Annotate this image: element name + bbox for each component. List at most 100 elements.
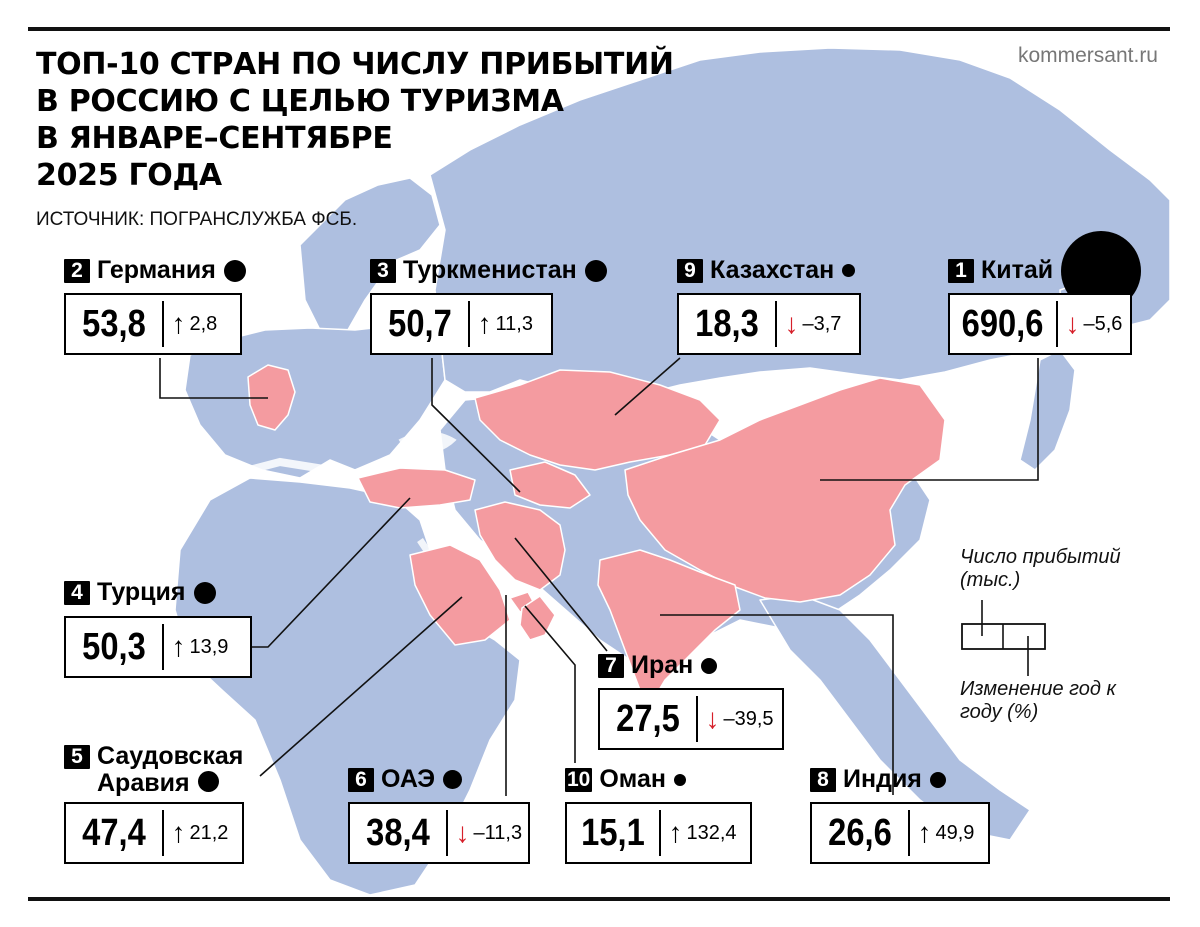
rank-badge: 10: [565, 767, 593, 792]
title-line-3: В ЯНВАРЕ–СЕНТЯБРЕ: [36, 121, 393, 156]
iran-shape: [474, 501, 566, 591]
rank-badge: 5: [64, 745, 90, 769]
leader-germany: [159, 358, 268, 399]
leader-iran: [514, 537, 608, 652]
site-name: kommersant.ru: [1017, 44, 1158, 67]
top-rule: [28, 27, 1170, 31]
change-value-group: ↑ 11,3: [470, 310, 533, 338]
change-value: 49,9: [935, 821, 975, 844]
change-value-group: ↓ –3,7: [777, 310, 842, 338]
value-divider: [162, 810, 164, 856]
arrivals-value: 15,1: [581, 811, 645, 854]
arrivals-value: 690,6: [962, 302, 1044, 345]
country-name: Саудовская Аравия: [97, 743, 273, 797]
black-sea: [398, 431, 457, 457]
card-kazakhstan: 9 Казахстан 18,3 ↓ –3,7: [677, 254, 907, 364]
trend-arrow-icon: ↑: [668, 817, 683, 848]
germany-shape: [247, 364, 296, 431]
card-label: 8 Индия: [810, 766, 946, 793]
bottom-rule: [28, 897, 1170, 901]
card-label: 9 Казахстан: [677, 257, 856, 284]
turkey-shape: [357, 467, 476, 509]
card-label: 5 Саудовская Аравия: [64, 743, 274, 797]
legend-arrivals-label: Число прибытий (тыс.): [960, 546, 1121, 591]
leader-china: [820, 358, 1039, 481]
rank-badge: 6: [348, 767, 374, 792]
trend-arrow-icon: ↑: [477, 308, 492, 339]
card-uae: 6 ОАЭ 38,4 ↓ –11,3: [348, 763, 548, 873]
card-label: 4 Турция: [64, 579, 216, 606]
card-label: 2 Германия: [64, 257, 246, 284]
card-turkey: 4 Турция 50,3 ↑ 13,9: [64, 576, 264, 686]
card-oman: 10 Оман 15,1 ↑ 132,4: [565, 763, 765, 873]
card-label: 7 Иран: [598, 652, 718, 679]
value-divider: [908, 810, 910, 856]
country-name: Индия: [843, 765, 922, 793]
size-dot: [193, 581, 216, 604]
card-turkmenistan: 3 Туркменистан 50,7 ↑ 11,3: [370, 254, 640, 364]
change-value: –3,7: [802, 312, 842, 335]
arrivals-value: 50,7: [388, 302, 452, 345]
turkmenistan-shape: [509, 461, 591, 509]
arrivals-value: 26,6: [828, 811, 892, 854]
change-value: –5,6: [1083, 312, 1123, 335]
value-divider: [162, 624, 164, 670]
trend-arrow-icon: ↓: [705, 703, 720, 734]
size-dot: [197, 771, 219, 792]
value-divider: [659, 810, 661, 856]
value-box: 26,6 ↑ 49,9: [810, 802, 990, 864]
value-divider: [1056, 301, 1058, 347]
value-box: 47,4 ↑ 21,2: [64, 802, 244, 864]
value-box: 53,8 ↑ 2,8: [64, 293, 242, 355]
value-divider: [775, 301, 777, 347]
size-dot: [701, 657, 718, 674]
card-iran: 7 Иран 27,5 ↓ –39,5: [598, 649, 798, 759]
chart-title: ТОП-10 СТРАН ПО ЧИСЛУ ПРИБЫТИЙ В РОССИЮ …: [36, 46, 736, 194]
rank-badge: 1: [948, 258, 974, 283]
value-box: 50,3 ↑ 13,9: [64, 616, 252, 678]
change-value-group: ↑ 2,8: [164, 310, 218, 338]
title-line-2: В РОССИЮ С ЦЕЛЬЮ ТУРИЗМА: [36, 84, 564, 119]
leader-lines: [159, 357, 1039, 796]
change-value-group: ↓ –39,5: [698, 705, 774, 733]
card-germany: 2 Германия 53,8 ↑ 2,8: [64, 254, 264, 364]
title-line-4: 2025 ГОДА: [36, 158, 222, 193]
rank-badge: 2: [64, 258, 90, 283]
card-label: 6 ОАЭ: [348, 765, 463, 793]
value-box: 38,4 ↓ –11,3: [348, 802, 530, 864]
change-value: 21,2: [189, 821, 229, 844]
trend-arrow-icon: ↑: [171, 817, 186, 848]
rank-badge: 7: [598, 653, 624, 678]
title-line-1: ТОП-10 СТРАН ПО ЧИСЛУ ПРИБЫТИЙ: [36, 47, 674, 82]
trend-arrow-icon: ↓: [1065, 308, 1080, 339]
size-dot: [673, 773, 686, 786]
leader-turkmenistan: [431, 358, 521, 493]
rank-badge: 3: [370, 258, 396, 283]
arrivals-value: 18,3: [695, 302, 759, 345]
card-label: 10 Оман: [565, 766, 686, 793]
bay-of-bengal: [688, 638, 747, 702]
arrivals-value: 47,4: [82, 811, 146, 854]
change-value: 132,4: [686, 821, 737, 844]
size-dot: [584, 259, 607, 282]
country-name: Туркменистан: [403, 256, 577, 284]
size-dot: [223, 259, 246, 282]
change-value-group: ↓ –11,3: [448, 819, 523, 847]
trend-arrow-icon: ↑: [171, 308, 186, 339]
arrivals-value: 50,3: [82, 625, 146, 668]
leader-saudi-arabia: [259, 596, 463, 777]
change-value-group: ↑ 21,2: [164, 819, 229, 847]
rank-badge: 9: [677, 258, 703, 283]
country-name: ОАЭ: [381, 765, 436, 793]
arrivals-value: 38,4: [366, 811, 430, 854]
change-value-group: ↑ 49,9: [910, 819, 975, 847]
trend-arrow-icon: ↓: [455, 817, 470, 848]
leader-kazakhstan: [614, 357, 681, 416]
japan-land: [1019, 349, 1076, 471]
size-dot: [443, 770, 463, 789]
country-name: Турция: [97, 578, 186, 606]
size-dot: [842, 264, 856, 277]
arrivals-value: 53,8: [82, 302, 146, 345]
change-value-group: ↓ –5,6: [1058, 310, 1123, 338]
leader-india: [660, 614, 894, 795]
